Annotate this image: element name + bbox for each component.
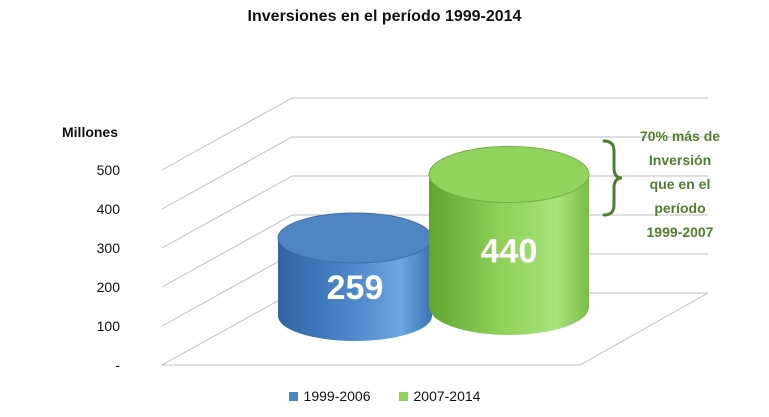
legend-label: 2007-2014 [413,388,481,404]
bar-cylinder-2007-2014: 440 [428,145,590,335]
bar-body [278,238,432,341]
annotation-line: que en el [649,176,711,192]
comparison-annotation: 70% más de Inversión que en el período 1… [622,124,738,244]
annotation-line: Inversión [648,152,712,168]
legend-swatch [288,391,298,401]
legend-item-1999-2006: 1999-2006 [288,388,371,404]
legend-item-2007-2014: 2007-2014 [398,388,481,404]
annotation-line: período [654,200,706,216]
bar-cylinder-1999-2006: 259 [277,212,433,341]
y-tick-label: 300 [97,240,121,256]
y-tick-label: 400 [97,201,121,217]
y-tick-label: 500 [97,162,121,178]
y-tick-label: 100 [97,318,121,334]
floor-edge [579,292,709,366]
chart-title: Inversiones en el período 1999-2014 [247,8,522,25]
gridline [161,136,708,210]
y-tick-label: - [115,357,120,373]
bar-top [277,212,433,264]
data-label: 440 [481,233,538,271]
legend: 1999-2006 2007-2014 [0,388,769,404]
gridline [161,97,708,171]
legend-swatch [398,391,408,401]
y-axis-label: Millones [62,124,119,140]
bar-body [429,174,589,335]
data-label: 259 [327,269,384,307]
annotation-line: 1999-2007 [646,224,714,240]
annotation-brace [602,139,623,217]
bar-top [428,145,590,203]
annotation-line: 70% más de [639,128,721,144]
legend-label: 1999-2006 [303,388,371,404]
y-tick-label: 200 [97,279,121,295]
